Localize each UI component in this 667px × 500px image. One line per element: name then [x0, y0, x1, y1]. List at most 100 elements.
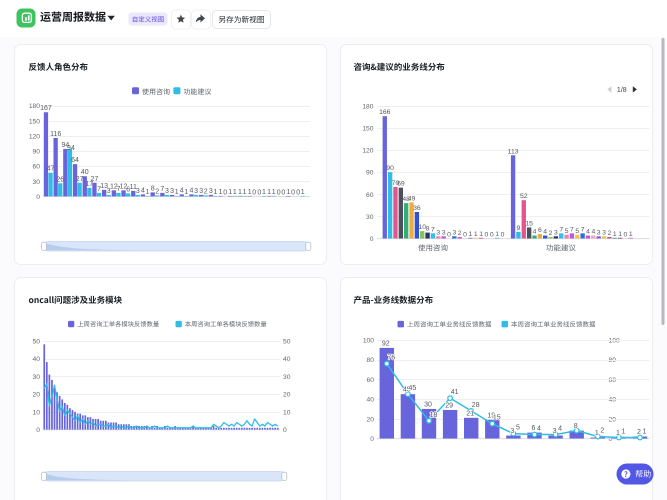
svg-text:1: 1	[262, 189, 266, 196]
svg-text:3: 3	[442, 229, 446, 236]
svg-text:0: 0	[370, 436, 374, 443]
svg-text:60: 60	[33, 164, 41, 171]
svg-text:9: 9	[517, 225, 521, 232]
svg-text:1: 1	[248, 189, 252, 196]
svg-text:40: 40	[609, 397, 617, 404]
svg-text:7: 7	[570, 226, 574, 233]
svg-text:40: 40	[283, 356, 291, 363]
svg-text:4: 4	[180, 187, 184, 194]
svg-text:64: 64	[71, 157, 79, 164]
svg-text:7: 7	[559, 226, 563, 233]
svg-text:40: 40	[33, 356, 41, 363]
svg-text:1: 1	[286, 189, 290, 196]
svg-text:26: 26	[56, 176, 64, 183]
svg-text:28: 28	[472, 402, 480, 409]
svg-text:3: 3	[602, 229, 606, 236]
svg-text:0: 0	[463, 232, 467, 239]
svg-text:4: 4	[591, 229, 595, 236]
svg-text:3: 3	[510, 428, 514, 435]
svg-text:1: 1	[621, 429, 625, 436]
svg-text:12: 12	[120, 183, 128, 190]
svg-text:113: 113	[508, 148, 519, 155]
svg-text:6: 6	[538, 227, 542, 234]
svg-text:3: 3	[165, 188, 169, 195]
svg-text:40: 40	[81, 169, 89, 176]
svg-text:10: 10	[418, 224, 426, 231]
svg-text:0: 0	[490, 232, 494, 239]
svg-text:1: 1	[616, 430, 620, 437]
svg-text:180: 180	[29, 103, 40, 110]
svg-text:94: 94	[67, 145, 75, 152]
svg-text:6: 6	[532, 425, 536, 432]
svg-text:4: 4	[586, 229, 590, 236]
svg-text:3: 3	[136, 188, 140, 195]
svg-text:2: 2	[608, 230, 612, 237]
svg-text:92: 92	[382, 340, 390, 347]
svg-text:7: 7	[97, 186, 101, 193]
svg-text:1: 1	[233, 189, 237, 196]
svg-text:50: 50	[283, 338, 291, 345]
svg-text:30: 30	[33, 374, 41, 381]
svg-text:69: 69	[397, 181, 405, 188]
svg-text:3: 3	[194, 188, 198, 195]
svg-text:2: 2	[637, 429, 641, 436]
svg-text:1: 1	[272, 189, 276, 196]
svg-text:0: 0	[257, 189, 261, 196]
svg-text:3: 3	[452, 229, 456, 236]
svg-text:1: 1	[479, 231, 483, 238]
svg-text:116: 116	[50, 131, 61, 138]
svg-text:45: 45	[409, 385, 417, 392]
svg-text:2: 2	[600, 428, 604, 435]
svg-text:1: 1	[629, 231, 633, 238]
svg-text:0: 0	[223, 189, 227, 196]
svg-text:7: 7	[116, 186, 120, 193]
svg-text:8: 8	[151, 185, 155, 192]
svg-text:20: 20	[283, 392, 291, 399]
svg-text:52: 52	[520, 193, 528, 200]
svg-text:0: 0	[501, 232, 505, 239]
svg-text:166: 166	[379, 109, 391, 116]
svg-text:60: 60	[609, 377, 617, 384]
svg-text:0: 0	[296, 189, 300, 196]
svg-text:30: 30	[424, 401, 432, 408]
svg-text:0: 0	[36, 194, 40, 201]
svg-text:10: 10	[283, 409, 291, 416]
svg-text:1: 1	[495, 231, 499, 238]
svg-text:90: 90	[366, 170, 374, 177]
svg-text:18: 18	[430, 412, 438, 419]
svg-text:7: 7	[431, 226, 435, 233]
svg-text:100: 100	[363, 338, 374, 345]
svg-text:1: 1	[238, 189, 242, 196]
svg-text:8: 8	[574, 423, 578, 430]
svg-text:50: 50	[33, 338, 41, 345]
svg-text:20: 20	[33, 392, 41, 399]
svg-text:1/8: 1/8	[617, 87, 627, 94]
svg-text:17: 17	[85, 181, 93, 188]
svg-text:4: 4	[558, 426, 562, 433]
svg-text:5: 5	[575, 228, 579, 235]
svg-text:30: 30	[366, 214, 374, 221]
svg-text:2: 2	[155, 188, 159, 195]
svg-text:120: 120	[29, 133, 40, 140]
svg-text:1: 1	[146, 189, 150, 196]
svg-text:2: 2	[204, 188, 208, 195]
svg-text:60: 60	[367, 377, 375, 384]
svg-text:1: 1	[613, 231, 617, 238]
svg-text:120: 120	[362, 148, 373, 155]
svg-text:0: 0	[291, 189, 295, 196]
svg-text:3: 3	[170, 188, 174, 195]
svg-text:2: 2	[458, 230, 462, 237]
svg-text:30: 30	[33, 179, 41, 186]
svg-text:180: 180	[362, 103, 373, 110]
svg-text:1: 1	[469, 231, 473, 238]
svg-text:1: 1	[643, 429, 647, 436]
svg-text:7: 7	[581, 226, 585, 233]
svg-text:1: 1	[228, 189, 232, 196]
svg-text:49: 49	[408, 195, 416, 202]
svg-text:45: 45	[403, 387, 411, 394]
svg-text:1: 1	[219, 189, 223, 196]
svg-text:10: 10	[33, 409, 41, 416]
svg-text:29: 29	[445, 402, 453, 409]
svg-text:4: 4	[189, 187, 193, 194]
svg-text:0: 0	[277, 189, 281, 196]
